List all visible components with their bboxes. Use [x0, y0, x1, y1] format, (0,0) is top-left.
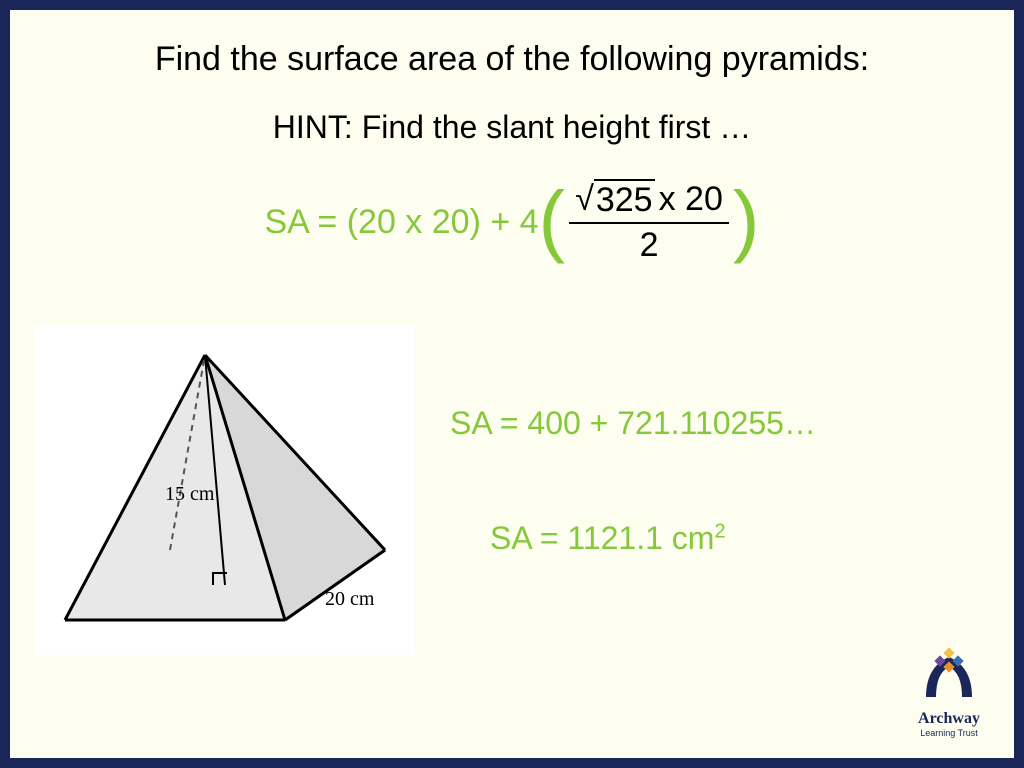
logo-name: Archway: [914, 710, 984, 728]
formula-line-3: SA = 1121.1 cm2: [490, 520, 726, 557]
result-exponent: 2: [714, 520, 725, 542]
sqrt-sign-icon: √: [575, 180, 594, 219]
denominator: 2: [640, 224, 659, 265]
svg-text:20 cm: 20 cm: [325, 588, 375, 610]
numerator: √ 325 x 20: [569, 179, 729, 224]
page-title: Find the surface area of the following p…: [10, 40, 1014, 79]
hint-text: HINT: Find the slant height first …: [10, 109, 1014, 146]
fraction: √ 325 x 20 2: [569, 179, 729, 265]
logo: Archway Learning Trust: [914, 647, 984, 738]
svg-text:15 cm: 15 cm: [165, 483, 215, 505]
result-prefix: SA = 1121.1 cm: [490, 520, 714, 556]
sqrt-value: 325: [594, 179, 655, 220]
formula-prefix: SA = (20 x 20) + 4: [264, 203, 538, 242]
sqrt: √ 325: [575, 179, 654, 220]
formula-line-2: SA = 400 + 721.110255…: [450, 405, 816, 442]
left-paren: (: [539, 174, 566, 266]
after-sqrt: x 20: [659, 180, 723, 219]
logo-subtitle: Learning Trust: [914, 728, 984, 738]
formula-line-1: SA = (20 x 20) + 4 ( √ 325 x 20 2 ): [10, 176, 1014, 268]
archway-logo-icon: [914, 647, 984, 703]
right-paren: ): [733, 174, 760, 266]
pyramid-diagram: 15 cm 20 cm: [35, 325, 415, 655]
